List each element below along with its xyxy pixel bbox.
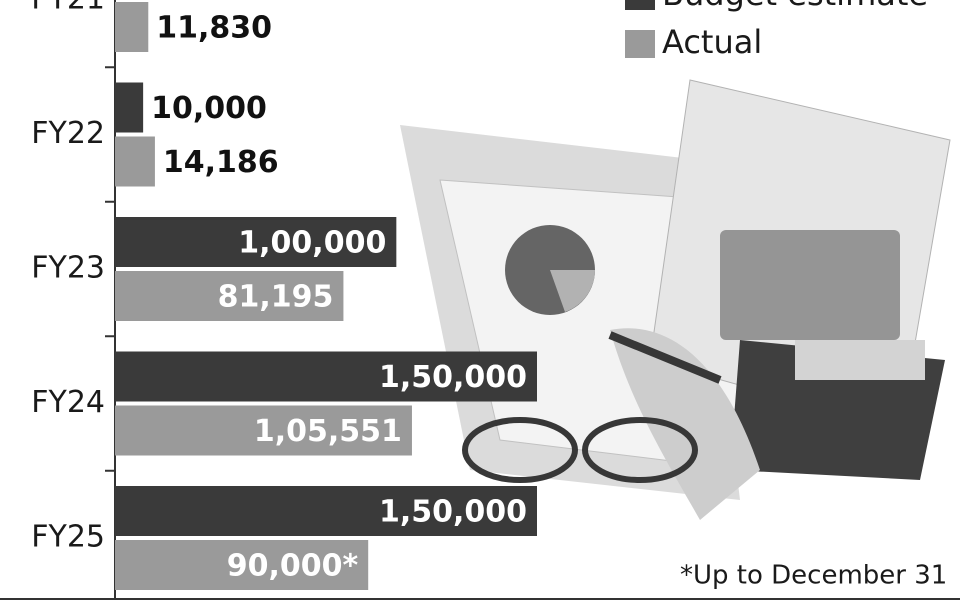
footnote: *Up to December 31 [680, 561, 947, 591]
bar [115, 271, 344, 321]
value-label: 10,000 [151, 91, 267, 126]
bar [115, 82, 144, 133]
value-label: 1,00,000 [238, 226, 386, 261]
value-label: 81,195 [218, 280, 334, 315]
value-label: 1,05,551 [254, 414, 402, 449]
bar [115, 540, 369, 590]
y-tick-label: FY21 [31, 0, 105, 17]
y-tick-label: FY23 [31, 251, 105, 286]
bar [115, 136, 155, 187]
bar [115, 486, 537, 536]
bar [115, 405, 412, 456]
y-tick-label: FY22 [31, 116, 105, 151]
legend-swatch [625, 30, 655, 58]
legend-label: Budget estimate [662, 0, 928, 13]
legend-swatch [625, 0, 655, 10]
bar [115, 217, 397, 267]
value-label: 11,830 [156, 11, 272, 46]
y-tick-label: FY24 [31, 385, 105, 420]
y-tick-label: FY25 [31, 520, 105, 555]
value-label: 90,000* [227, 549, 359, 584]
bar [115, 2, 149, 52]
illustration [400, 79, 951, 520]
bar [115, 351, 537, 402]
legend-label: Actual [662, 23, 762, 61]
value-label: 1,50,000 [379, 360, 527, 395]
value-label: 14,186 [163, 145, 279, 180]
value-label: 1,50,000 [379, 495, 527, 530]
